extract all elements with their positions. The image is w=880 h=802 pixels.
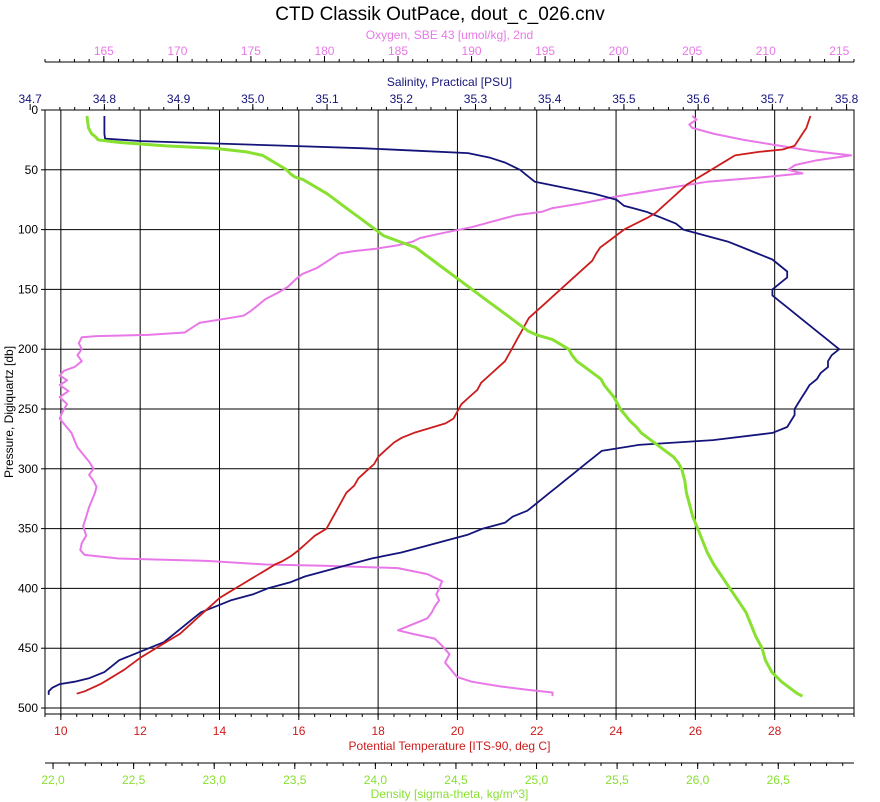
x-axis-title-density: Density [sigma-theta, kg/m^3] bbox=[371, 787, 529, 801]
x-tick-label-oxygen: 205 bbox=[682, 44, 702, 58]
x-tick-label-density: 22,0 bbox=[41, 773, 65, 787]
y-tick-label: 50 bbox=[25, 163, 39, 177]
x-tick-label-oxygen: 170 bbox=[167, 44, 187, 58]
series-oxygen bbox=[58, 115, 853, 697]
series-temperature bbox=[76, 115, 812, 695]
x-axis-oxygen: 165 170 175 180 185 190 195 200 205 210 215 Oxygen,… bbox=[44, 28, 855, 63]
x-tick-label-density: 22,5 bbox=[122, 773, 146, 787]
x-tick-label-salinity: 34.8 bbox=[93, 92, 117, 106]
series-density bbox=[85, 115, 804, 698]
x-tick-label-salinity: 35.1 bbox=[315, 92, 339, 106]
x-axis-title-salinity: Salinity, Practical [PSU] bbox=[387, 75, 512, 89]
x-tick-label-oxygen: 190 bbox=[462, 44, 482, 58]
x-tick-label-oxygen: 175 bbox=[241, 44, 261, 58]
x-axis-title-temperature: Potential Temperature [ITS-90, deg C] bbox=[349, 739, 551, 753]
x-tick-label-temperature: 20 bbox=[451, 724, 465, 738]
x-tick-label-density: 24,0 bbox=[364, 773, 388, 787]
x-tick-label-oxygen: 210 bbox=[756, 44, 776, 58]
chart-title: CTD Classik OutPace, dout_c_026.cnv bbox=[275, 4, 605, 25]
y-axis-label: Pressure, Digiquartz [db] bbox=[2, 346, 16, 478]
x-tick-label-salinity: 35.6 bbox=[686, 92, 710, 106]
x-tick-label-oxygen: 195 bbox=[535, 44, 555, 58]
x-axis-density: 22,0 22,5 23,0 23,5 24,0 24,5 25,0 25,5 26,0 26,5… bbox=[41, 762, 854, 801]
series-salinity bbox=[47, 116, 841, 695]
x-tick-label-temperature: 18 bbox=[371, 724, 385, 738]
x-tick-label-temperature: 28 bbox=[768, 724, 782, 738]
y-tick-label: 100 bbox=[18, 223, 38, 237]
x-tick-label-salinity: 34.7 bbox=[18, 92, 42, 106]
x-tick-label-temperature: 12 bbox=[133, 724, 147, 738]
y-tick-label: 300 bbox=[18, 462, 38, 476]
x-tick-label-oxygen: 200 bbox=[609, 44, 629, 58]
series-line-temperature bbox=[76, 115, 812, 695]
plot-frame bbox=[44, 109, 855, 715]
x-tick-label-density: 24,5 bbox=[444, 773, 468, 787]
y-tick-label: 250 bbox=[18, 402, 38, 416]
x-tick-label-salinity: 35.3 bbox=[464, 92, 488, 106]
x-axis-temperature: 10 12 14 16 18 20 22 24 26 28 Potential Temperatur… bbox=[44, 714, 855, 753]
grid bbox=[45, 109, 854, 714]
y-tick-label: 350 bbox=[18, 522, 38, 536]
x-tick-label-temperature: 22 bbox=[530, 724, 544, 738]
x-tick-label-salinity: 35.4 bbox=[538, 92, 562, 106]
x-tick-label-density: 26,0 bbox=[686, 773, 710, 787]
x-tick-label-temperature: 10 bbox=[54, 724, 68, 738]
x-tick-label-density: 23,0 bbox=[203, 773, 227, 787]
y-tick-label: 200 bbox=[18, 342, 38, 356]
y-tick-label: 150 bbox=[18, 282, 38, 296]
x-tick-label-salinity: 35.7 bbox=[761, 92, 785, 106]
x-tick-label-oxygen: 185 bbox=[388, 44, 408, 58]
series-line-oxygen bbox=[58, 115, 853, 697]
x-tick-label-salinity: 35.0 bbox=[241, 92, 265, 106]
x-tick-label-salinity: 35.5 bbox=[612, 92, 636, 106]
x-tick-label-temperature: 16 bbox=[292, 724, 306, 738]
x-tick-label-density: 25,0 bbox=[525, 773, 549, 787]
series-line-salinity bbox=[47, 116, 841, 695]
x-tick-label-salinity: 35.8 bbox=[835, 92, 859, 106]
y-tick-label: 400 bbox=[18, 581, 38, 595]
x-axis-salinity: 34.7 34.8 34.9 35.0 35.1 35.2 35.3 35.4 35.5 35.6… bbox=[18, 75, 859, 110]
x-tick-label-temperature: 26 bbox=[689, 724, 703, 738]
series-layer bbox=[47, 115, 853, 698]
x-tick-label-salinity: 35.2 bbox=[390, 92, 414, 106]
x-tick-label-density: 25,5 bbox=[605, 773, 629, 787]
x-axis-title-oxygen: Oxygen, SBE 43 [umol/kg], 2nd bbox=[366, 28, 533, 42]
x-tick-label-oxygen: 215 bbox=[829, 44, 849, 58]
x-tick-label-salinity: 34.9 bbox=[167, 92, 191, 106]
y-tick-label: 450 bbox=[18, 641, 38, 655]
x-tick-label-oxygen: 180 bbox=[314, 44, 334, 58]
axes: 0 50 100 150 200 250 300 350 400 450 500 Pressure, … bbox=[2, 28, 859, 801]
x-tick-label-temperature: 24 bbox=[609, 724, 623, 738]
x-tick-label-temperature: 14 bbox=[213, 724, 227, 738]
x-tick-label-density: 26,5 bbox=[767, 773, 791, 787]
y-tick-label: 500 bbox=[18, 701, 38, 715]
x-tick-label-density: 23,5 bbox=[283, 773, 307, 787]
y-tick-label: 0 bbox=[31, 103, 38, 117]
series-line-density bbox=[85, 115, 804, 698]
x-tick-label-oxygen: 165 bbox=[94, 44, 114, 58]
